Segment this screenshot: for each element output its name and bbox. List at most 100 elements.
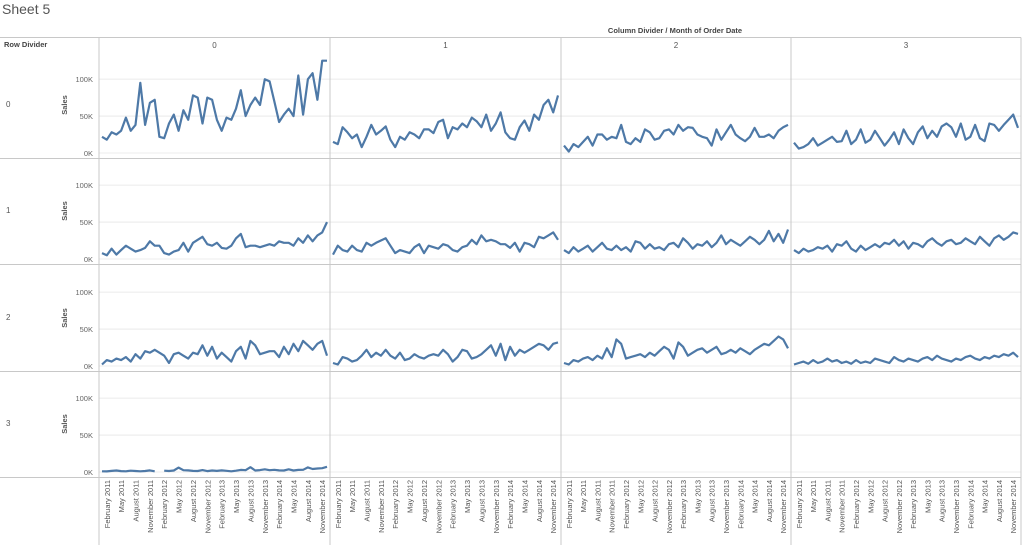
x-tick-label: August 2014 [304,480,313,522]
y-tick-label: 0K [84,362,93,371]
x-tick-label: November 2014 [318,480,327,533]
x-tick-label: August 2011 [363,480,372,522]
x-tick-label: May 2013 [923,480,932,513]
x-tick-label: August 2013 [246,480,255,522]
y-tick-label: 100K [75,181,93,190]
sales-line [101,59,327,141]
column-label: 1 [443,41,448,50]
x-tick-label: February 2014 [506,480,515,529]
x-tick-label: November 2012 [895,480,904,533]
y-tick-label: 100K [75,394,93,403]
x-tick-label: November 2011 [838,480,847,533]
x-tick-label: February 2011 [103,480,112,528]
x-tick-label: May 2012 [636,480,645,513]
row-divider-label: Row Divider [4,40,48,49]
x-tick-label: May 2011 [579,480,588,512]
column-label: 2 [674,41,679,50]
y-tick-label: 0K [84,149,93,158]
y-axis-title: Sales [60,201,69,221]
x-tick-label: February 2012 [391,480,400,529]
y-tick-label: 50K [80,431,93,440]
x-tick-label: August 2012 [189,480,198,522]
x-tick-label: February 2014 [275,480,284,529]
x-tick-label: August 2013 [477,480,486,522]
x-tick-label: May 2012 [175,480,184,513]
y-tick-label: 50K [80,218,93,227]
x-tick-label: November 2012 [203,480,212,533]
x-tick-label: August 2012 [420,480,429,522]
x-tick-label: February 2013 [679,480,688,529]
x-tick-label: February 2012 [160,480,169,529]
x-tick-label: August 2011 [132,480,141,522]
x-tick-label: February 2013 [909,480,918,529]
column-label: 0 [212,41,217,50]
x-tick-label: May 2011 [809,480,818,512]
row-label: 3 [6,419,11,428]
x-tick-label: August 2013 [938,480,947,522]
x-tick-label: November 2013 [261,480,270,533]
x-tick-label: February 2014 [966,480,975,529]
x-tick-label: February 2011 [565,480,574,528]
x-tick-label: February 2012 [852,480,861,529]
sales-line [563,335,789,366]
x-tick-label: May 2014 [981,480,990,513]
x-tick-label: August 2011 [823,480,832,522]
sales-line [332,341,559,366]
y-tick-label: 0K [84,468,93,477]
x-tick-label: May 2013 [463,480,472,513]
x-tick-label: November 2014 [1009,480,1018,533]
x-tick-label: November 2011 [377,480,386,533]
x-tick-label: November 2013 [952,480,961,533]
x-tick-label: November 2013 [722,480,731,533]
x-tick-label: November 2014 [779,480,788,533]
y-tick-label: 0K [84,255,93,264]
sales-line [563,123,789,153]
x-tick-label: February 2011 [795,480,804,528]
y-axis-title: Sales [60,308,69,328]
x-tick-label: February 2013 [449,480,458,529]
x-tick-label: November 2012 [434,480,443,533]
sales-line [563,229,790,255]
sales-line [101,339,329,366]
x-tick-label: November 2013 [492,480,501,533]
x-tick-label: November 2014 [549,480,558,533]
x-tick-label: May 2011 [348,480,357,512]
row-label: 2 [6,313,11,322]
x-tick-label: August 2012 [881,480,890,522]
x-tick-label: August 2014 [535,480,544,522]
sales-line [332,95,560,149]
x-tick-label: August 2012 [651,480,660,522]
x-tick-label: May 2014 [751,480,760,513]
x-tick-label: August 2014 [765,480,774,522]
x-tick-label: August 2013 [708,480,717,522]
x-tick-label: November 2011 [146,480,155,533]
sales-line [793,231,1019,255]
x-tick-label: February 2014 [736,480,745,529]
x-tick-label: November 2012 [665,480,674,533]
row-label: 1 [6,206,11,215]
x-tick-label: May 2012 [406,480,415,513]
x-tick-label: May 2014 [520,480,529,513]
sales-line [101,465,328,473]
sales-line [793,351,1019,366]
x-tick-label: August 2011 [593,480,602,522]
sales-line [101,221,328,257]
column-header-title: Column Divider / Month of Order Date [607,26,743,35]
x-tick-label: May 2011 [117,480,126,512]
x-tick-label: May 2013 [232,480,241,513]
x-tick-label: May 2014 [289,480,298,513]
y-axis-title: Sales [60,414,69,434]
y-tick-label: 100K [75,75,93,84]
y-tick-label: 50K [80,112,93,121]
x-tick-label: May 2012 [866,480,875,513]
y-axis-title: Sales [60,95,69,115]
row-label: 0 [6,100,11,109]
x-tick-label: May 2013 [693,480,702,513]
sales-line [332,231,559,256]
x-tick-label: August 2014 [995,480,1004,522]
column-label: 3 [904,41,909,50]
y-tick-label: 50K [80,325,93,334]
x-tick-label: November 2011 [608,480,617,533]
sales-line [793,113,1020,150]
